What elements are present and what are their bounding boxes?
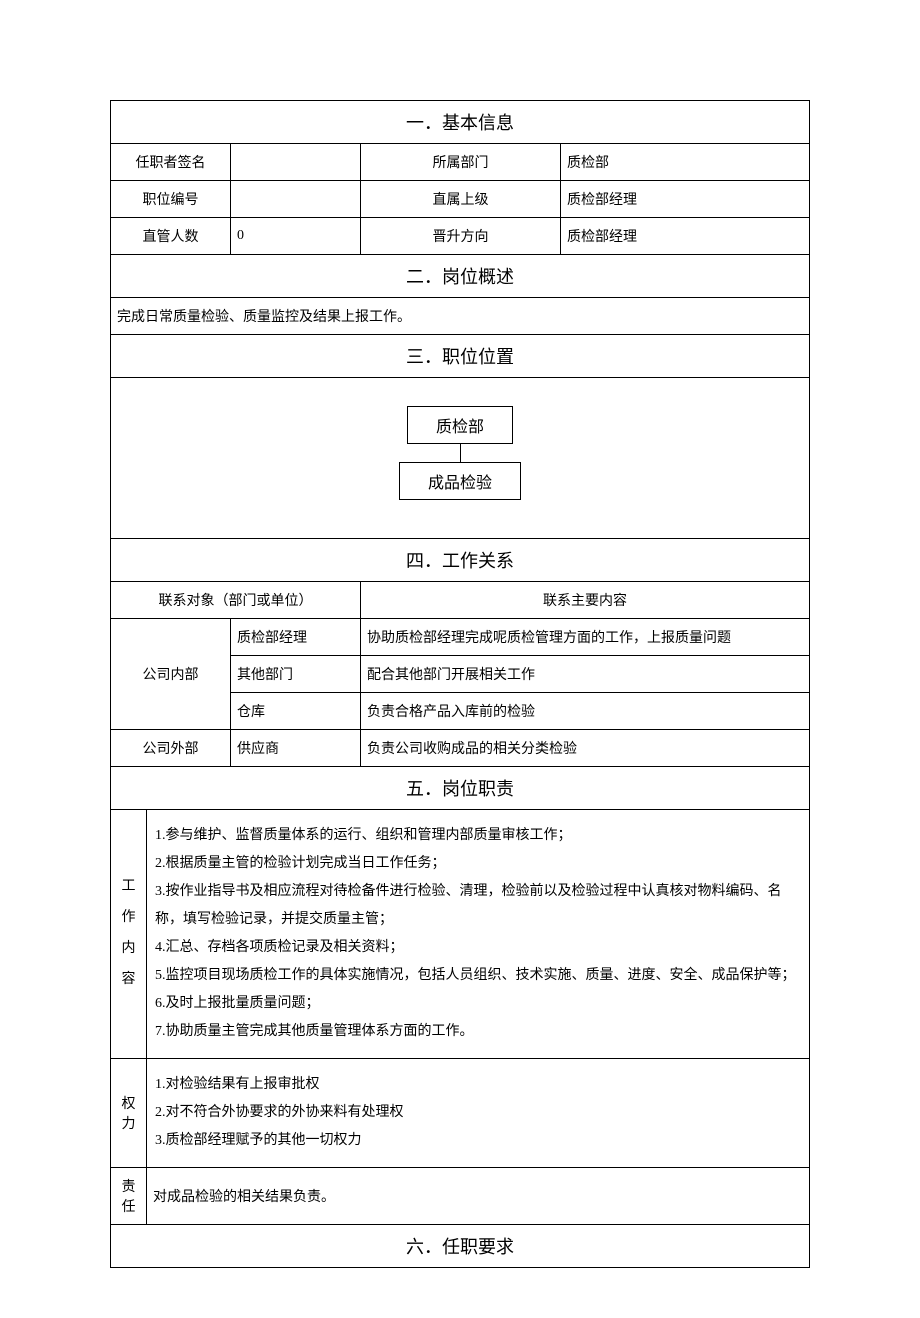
relation-r3-content: 负责合格产品入库前的检验 <box>361 693 810 730</box>
external-label: 公司外部 <box>111 730 231 767</box>
work-item-3: 3.按作业指导书及相应流程对待检备件进行检验、清理，检验前以及检验过程中认真核对… <box>155 878 801 934</box>
work-item-2: 2.根据质量主管的检验计划完成当日工作任务； <box>155 850 801 878</box>
relation-r2-obj: 其他部门 <box>231 656 361 693</box>
power-item-2: 2.对不符合外协要求的外协来料有处理权 <box>155 1099 801 1127</box>
work-content-cell: 1.参与维护、监督质量体系的运行、组织和管理内部质量审核工作； 2.根据质量主管… <box>147 810 810 1059</box>
section-1-header: 一．基本信息 <box>111 101 810 144</box>
relation-r4-obj: 供应商 <box>231 730 361 767</box>
headcount-label: 直管人数 <box>111 218 231 255</box>
power-cell: 1.对检验结果有上报审批权 2.对不符合外协要求的外协来料有处理权 3.质检部经… <box>147 1059 810 1168</box>
section-6-header: 六．任职要求 <box>111 1225 810 1268</box>
relation-r2-content: 配合其他部门开展相关工作 <box>361 656 810 693</box>
position-no-label: 职位编号 <box>111 181 231 218</box>
headcount-value: 0 <box>231 218 361 255</box>
org-bottom-box: 成品检验 <box>399 462 521 500</box>
power-item-1: 1.对检验结果有上报审批权 <box>155 1071 801 1099</box>
section-4-header: 四．工作关系 <box>111 539 810 582</box>
relation-r4-content: 负责公司收购成品的相关分类检验 <box>361 730 810 767</box>
promotion-value: 质检部经理 <box>561 218 810 255</box>
section-5-header: 五．岗位职责 <box>111 767 810 810</box>
position-no-value <box>231 181 361 218</box>
org-chart-cell: 质检部 成品检验 <box>111 378 810 539</box>
job-description-table: 一．基本信息 任职者签名 所属部门 质检部 职位编号 直属上级 质检部经理 直管… <box>110 100 810 1268</box>
work-item-4: 4.汇总、存档各项质检记录及相关资料； <box>155 934 801 962</box>
resp-text: 对成品检验的相关结果负责。 <box>147 1168 810 1225</box>
power-item-3: 3.质检部经理赋予的其他一切权力 <box>155 1127 801 1155</box>
internal-label: 公司内部 <box>111 619 231 730</box>
promotion-label: 晋升方向 <box>361 218 561 255</box>
work-item-6: 6.及时上报批量质量问题； <box>155 990 801 1018</box>
section-2-header: 二．岗位概述 <box>111 255 810 298</box>
supervisor-label: 直属上级 <box>361 181 561 218</box>
org-chart: 质检部 成品检验 <box>117 386 803 530</box>
org-connector <box>460 444 461 462</box>
work-content-label: 工作内容 <box>111 810 147 1059</box>
work-item-7: 7.协助质量主管完成其他质量管理体系方面的工作。 <box>155 1018 801 1046</box>
overview-text: 完成日常质量检验、质量监控及结果上报工作。 <box>111 298 810 335</box>
relation-r3-obj: 仓库 <box>231 693 361 730</box>
dept-value: 质检部 <box>561 144 810 181</box>
signer-label: 任职者签名 <box>111 144 231 181</box>
power-label: 权力 <box>111 1059 147 1168</box>
section-3-header: 三．职位位置 <box>111 335 810 378</box>
supervisor-value: 质检部经理 <box>561 181 810 218</box>
relation-col1-header: 联系对象（部门或单位） <box>111 582 361 619</box>
work-item-5: 5.监控项目现场质检工作的具体实施情况，包括人员组织、技术实施、质量、进度、安全… <box>155 962 801 990</box>
relation-r1-content: 协助质检部经理完成呢质检管理方面的工作，上报质量问题 <box>361 619 810 656</box>
relation-r1-obj: 质检部经理 <box>231 619 361 656</box>
org-top-box: 质检部 <box>407 406 513 444</box>
work-item-1: 1.参与维护、监督质量体系的运行、组织和管理内部质量审核工作； <box>155 822 801 850</box>
relation-col2-header: 联系主要内容 <box>361 582 810 619</box>
signer-value <box>231 144 361 181</box>
dept-label: 所属部门 <box>361 144 561 181</box>
resp-label: 责任 <box>111 1168 147 1225</box>
